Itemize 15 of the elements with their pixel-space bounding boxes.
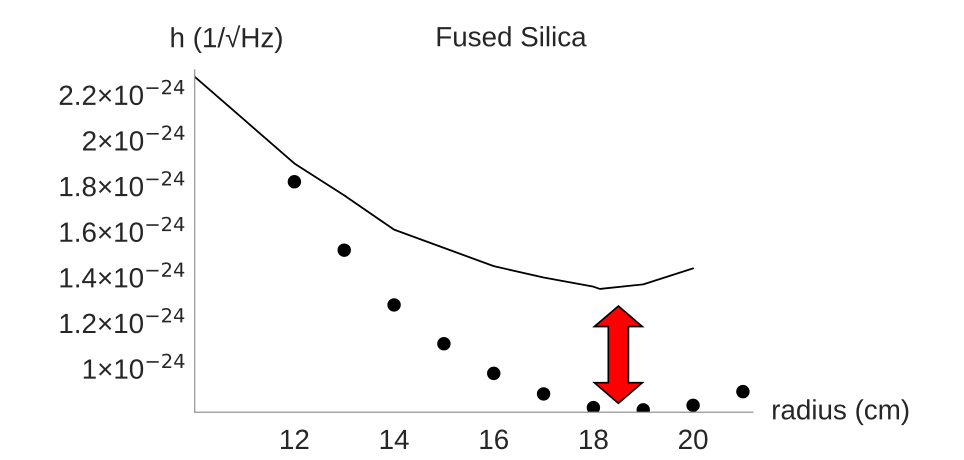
x-axis-title: radius (cm)	[773, 399, 908, 426]
y-tick-label: 1.4×10$^{−24}$	[60, 262, 184, 288]
x-tick-label: 12	[281, 430, 308, 449]
x-tick-label: 20	[679, 430, 708, 450]
y-tick-label: 2.2×10$^{−24}$	[60, 80, 184, 106]
y-tick-label: 2×10$^{−24}$	[83, 125, 184, 151]
x-tick-label: 18	[580, 430, 608, 450]
y-tick-label: 1.2×10$^{−24}$	[60, 308, 184, 334]
y-tick-label: 1×10$^{−24}$	[84, 354, 184, 379]
chart-title: Fused Silica	[438, 26, 587, 47]
x-tick-label: 14	[380, 430, 409, 449]
y-axis-title: h (1/√Hz)	[171, 25, 282, 53]
y-tick-label: 1.8×10$^{−24}$	[60, 171, 184, 196]
x-tick-label: 16	[480, 430, 508, 450]
y-tick-label: 1.6×10$^{−24}$	[60, 216, 184, 242]
